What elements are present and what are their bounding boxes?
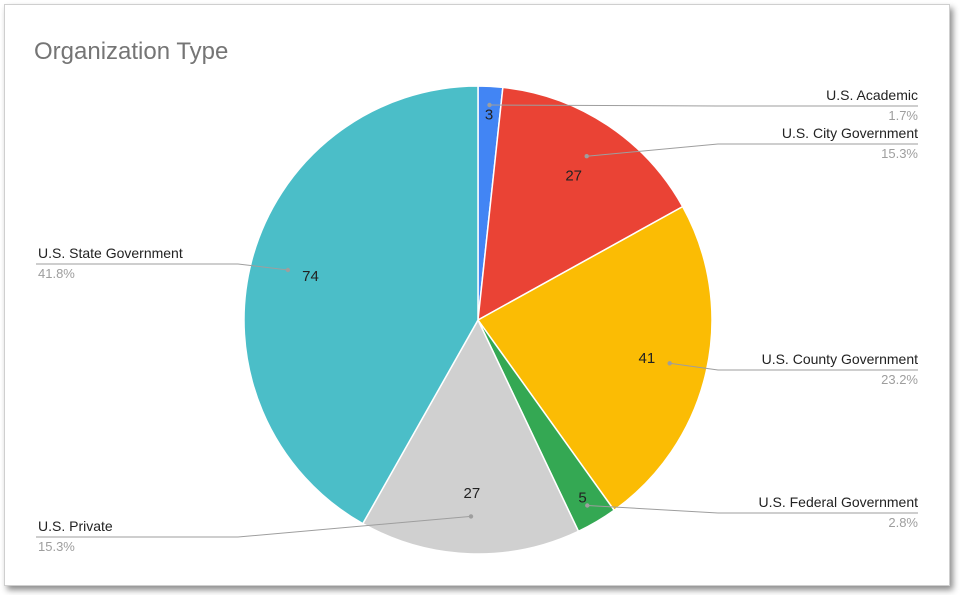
- leader-dot-u-s-federal-government: [585, 503, 590, 508]
- value-label-u-s-city-government: 27: [565, 168, 582, 185]
- percent-label-u-s-city-government: 15.3%: [881, 146, 918, 161]
- category-label-u-s-state-government: U.S. State Government: [38, 245, 183, 261]
- category-label-u-s-city-government: U.S. City Government: [782, 125, 918, 141]
- value-label-u-s-academic: 3: [485, 106, 493, 123]
- leader-line-u-s-academic: [489, 104, 918, 107]
- leader-dot-u-s-county-government: [667, 361, 672, 366]
- value-label-u-s-state-government: 74: [302, 268, 319, 285]
- pie-slice-u-s-county-government: [476, 205, 713, 512]
- leader-dot-u-s-private: [468, 514, 474, 519]
- leader-line-u-s-private: [36, 515, 472, 538]
- leader-line-u-s-county-government: [669, 362, 918, 371]
- percent-label-u-s-academic: 1.7%: [888, 108, 918, 123]
- category-label-u-s-private: U.S. Private: [38, 518, 113, 534]
- percent-label-u-s-state-government: 41.8%: [38, 266, 75, 281]
- percent-label-u-s-federal-government: 2.8%: [888, 515, 918, 530]
- percent-label-u-s-county-government: 23.2%: [881, 372, 918, 387]
- category-label-u-s-academic: U.S. Academic: [826, 87, 918, 103]
- leader-dot-u-s-academic: [487, 102, 492, 108]
- category-label-u-s-federal-government: U.S. Federal Government: [758, 494, 918, 510]
- value-label-u-s-federal-government: 5: [578, 489, 586, 506]
- pie-slice-u-s-city-government: [477, 86, 684, 322]
- leader-dot-u-s-city-government: [584, 154, 589, 159]
- value-label-u-s-county-government: 41: [639, 350, 656, 367]
- pie-slice-u-s-private: [361, 318, 580, 555]
- leader-line-u-s-state-government: [36, 263, 288, 271]
- category-label-u-s-county-government: U.S. County Government: [762, 351, 919, 367]
- leader-line-u-s-city-government: [586, 143, 918, 157]
- leader-line-u-s-federal-government: [587, 505, 918, 514]
- chart-title: Organization Type: [34, 38, 229, 65]
- percent-label-u-s-private: 15.3%: [38, 539, 75, 554]
- pie-slice-u-s-state-government: [243, 85, 479, 525]
- value-label-u-s-private: 27: [464, 485, 481, 502]
- leader-dot-u-s-state-government: [285, 267, 291, 273]
